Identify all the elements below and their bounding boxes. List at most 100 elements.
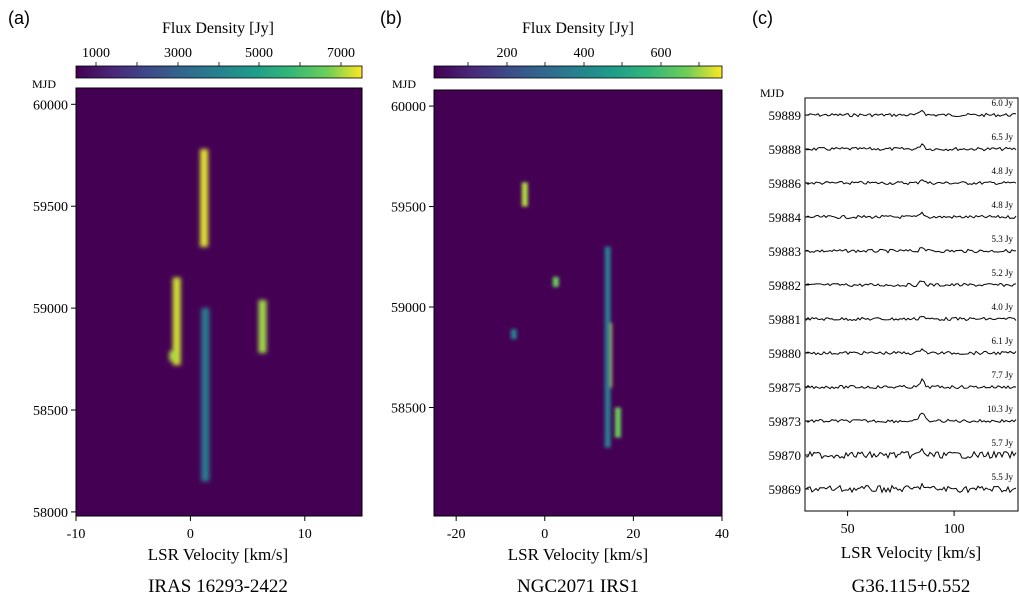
panel-c-plot-frame	[804, 97, 1019, 512]
heatmap-feature-1	[552, 276, 559, 287]
panel-b-heatmap	[510, 182, 621, 448]
spectrum-line-11	[805, 482, 1017, 494]
spectrum-mjd-label-2: 59886	[769, 176, 802, 191]
panel-b-cbar-tick-1: 400	[574, 46, 595, 61]
panel-a-colorbar-ticks	[95, 62, 342, 66]
panel-c-xlabel: LSR Velocity [km/s]	[841, 543, 981, 562]
y-tick-label-2: 59500	[391, 201, 426, 216]
spectrum-line-2	[805, 179, 1017, 186]
x-tick-label-0: -20	[447, 527, 466, 542]
panel-c-spectra	[805, 109, 1017, 494]
panel-b-xlabel: LSR Velocity [km/s]	[508, 545, 648, 564]
panel-a-cbar-tick-0: 1000	[82, 46, 110, 61]
x-tick-label-0: -10	[67, 527, 86, 542]
spectrum-line-4	[805, 247, 1017, 254]
x-tick-label-3: 40	[715, 527, 729, 542]
spectrum-mjd-label-9: 59873	[769, 414, 802, 429]
panel-b-label: (b)	[380, 8, 402, 28]
x-tick-label-1: 0	[541, 527, 548, 542]
panel-a-heatmap	[169, 149, 267, 482]
panel-a-plot-frame	[75, 87, 363, 517]
x-tick-label-2: 10	[298, 527, 312, 542]
spectrum-line-7	[805, 348, 1017, 356]
panel-a-cbar-tick-3: 7000	[327, 46, 355, 61]
y-tick-label-1: 58500	[33, 404, 68, 419]
spectrum-flux-label-3: 4.8 Jy	[991, 200, 1013, 210]
spectrum-mjd-label-4: 59883	[769, 244, 802, 259]
panel-b-colorbar	[433, 65, 723, 79]
spectrum-flux-label-1: 6.5 Jy	[991, 132, 1013, 142]
panel-c-x-tick-label-1: 100	[944, 522, 965, 537]
spectrum-mjd-label-8: 59875	[769, 380, 802, 395]
spectrum-mjd-label-0: 59889	[769, 108, 802, 123]
heatmap-feature-4	[604, 246, 611, 448]
spectrum-flux-label-2: 4.8 Jy	[991, 166, 1013, 176]
panel-b-cbar-tick-2: 600	[651, 46, 672, 61]
spectrum-flux-label-0: 6.0 Jy	[991, 98, 1013, 108]
panel-b-ylabel: MJD	[392, 77, 416, 91]
heatmap-feature-0	[521, 182, 528, 207]
panel-b-colorbar-title: Flux Density [Jy]	[522, 20, 634, 37]
spectrum-flux-label-11: 5.5 Jy	[991, 472, 1013, 482]
panel-c-source: G36.115+0.552	[852, 576, 971, 597]
spectrum-mjd-label-10: 59870	[769, 448, 802, 463]
panel-c-ylabel: MJD	[760, 86, 784, 100]
spectrum-mjd-label-1: 59888	[769, 142, 802, 157]
panel-a-colorbar-ticklabels: 1000 3000 5000 7000	[82, 46, 355, 61]
panel-a-ylabel: MJD	[32, 77, 56, 91]
spectrum-flux-label-10: 5.7 Jy	[991, 438, 1013, 448]
y-tick-label-0: 58000	[33, 506, 68, 521]
y-tick-label-1: 59000	[391, 301, 426, 316]
panel-a-colorbar	[75, 65, 363, 79]
panel-a-cbar-tick-1: 3000	[164, 46, 192, 61]
panel-a: (a) Flux Density [Jy] 1000 3000 5000 700…	[8, 8, 363, 597]
panel-c: (c) MJD 59889 6.0 Jy 59888 6.5 Jy 59886 4.8 J…	[752, 8, 1019, 597]
panel-a-cbar-tick-2: 5000	[245, 46, 273, 61]
panel-b: (b) Flux Density [Jy] 200 400 600 MJD -2…	[380, 8, 729, 597]
spectrum-flux-label-7: 6.1 Jy	[991, 336, 1013, 346]
spectrum-line-9	[805, 412, 1017, 424]
panel-b-plot-frame	[433, 89, 723, 517]
panel-a-label: (a)	[8, 8, 30, 28]
y-tick-label-2: 59000	[33, 302, 68, 317]
spectrum-mjd-label-6: 59881	[769, 312, 802, 327]
spectrum-flux-label-9: 10.3 Jy	[987, 404, 1014, 414]
spectrum-line-8	[805, 378, 1017, 390]
heatmap-feature-2	[510, 329, 517, 340]
x-tick-label-2: 20	[626, 527, 640, 542]
heatmap-feature-3	[169, 350, 178, 362]
heatmap-feature-4	[258, 300, 267, 353]
spectrum-line-6	[805, 316, 1017, 322]
y-tick-label-3: 60000	[391, 100, 426, 115]
panel-a-source: IRAS 16293-2422	[148, 576, 288, 597]
panel-b-colorbar-ticklabels: 200 400 600	[497, 46, 672, 61]
panel-a-axes: -10 0 10 58000 58500 59000 59500 60000	[33, 98, 312, 542]
heatmap-feature-1	[201, 308, 210, 482]
spectrum-line-1	[805, 143, 1017, 152]
panel-b-cbar-tick-0: 200	[497, 46, 518, 61]
panel-b-source: NGC2071 IRS1	[517, 576, 639, 597]
panel-c-x-tick-label-0: 50	[841, 522, 855, 537]
spectrum-line-10	[805, 447, 1017, 460]
panel-a-plot-bg	[76, 88, 362, 516]
spectrum-flux-label-5: 5.2 Jy	[991, 268, 1013, 278]
spectrum-mjd-label-11: 59869	[769, 482, 802, 497]
y-tick-label-3: 59500	[33, 200, 68, 215]
spectrum-mjd-label-3: 59884	[769, 210, 802, 225]
spectrum-line-5	[805, 280, 1017, 288]
panel-a-colorbar-title: Flux Density [Jy]	[162, 20, 274, 37]
panel-b-colorbar-ticks	[467, 62, 700, 66]
panel-b-axes: -20 0 20 40 58500 59000 59500 60000	[391, 100, 729, 542]
spectrum-line-3	[805, 211, 1017, 220]
spectrum-line-0	[805, 109, 1017, 118]
panel-a-xlabel: LSR Velocity [km/s]	[148, 545, 288, 564]
panel-c-axes: 59889 6.0 Jy 59888 6.5 Jy 59886 4.8 Jy 59884 4.…	[769, 98, 1014, 537]
spectrum-mjd-label-7: 59880	[769, 346, 802, 361]
spectrum-flux-label-6: 4.0 Jy	[991, 302, 1013, 312]
heatmap-feature-0	[200, 149, 209, 247]
heatmap-feature-2	[172, 277, 181, 366]
x-tick-label-1: 0	[187, 527, 194, 542]
panel-b-plot-bg	[434, 90, 722, 516]
spectrum-flux-label-8: 7.7 Jy	[991, 370, 1013, 380]
